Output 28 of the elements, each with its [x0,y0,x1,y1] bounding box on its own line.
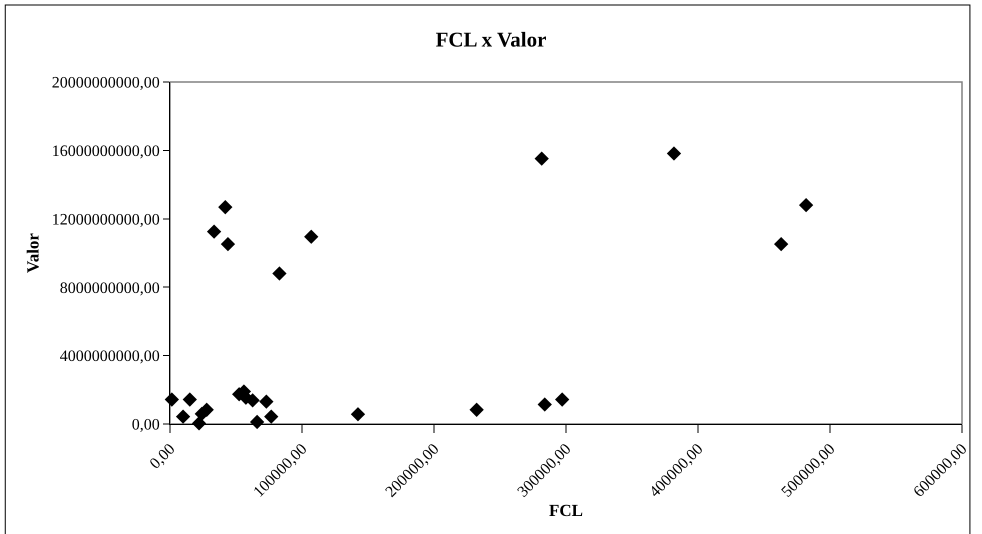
chart-title: FCL x Valor [436,28,546,52]
point [259,394,274,409]
point [538,397,552,412]
point [798,198,814,212]
y-tick-label: 0,00 [132,416,160,434]
point [176,410,190,424]
point [555,392,570,407]
point [534,151,549,166]
point [264,410,278,424]
point [250,414,264,430]
point [272,266,287,281]
y-tick-label: 4000000000,00 [60,348,160,366]
y-tick-label: 12000000000,00 [52,211,160,228]
point [218,200,232,214]
point [164,392,179,407]
point [182,392,197,407]
y-tick-label: 16000000000,00 [52,143,160,160]
point [206,224,222,239]
y-tick-label: 20000000000,00 [52,74,160,92]
point [469,402,484,417]
y-tick-label: 8000000000,00 [60,280,160,297]
point [774,236,788,252]
y-axis-title: Valor [23,232,42,273]
point [220,236,236,252]
point [350,407,366,422]
point [666,146,682,161]
point [304,230,318,244]
x-axis-title: FCL [549,500,583,520]
